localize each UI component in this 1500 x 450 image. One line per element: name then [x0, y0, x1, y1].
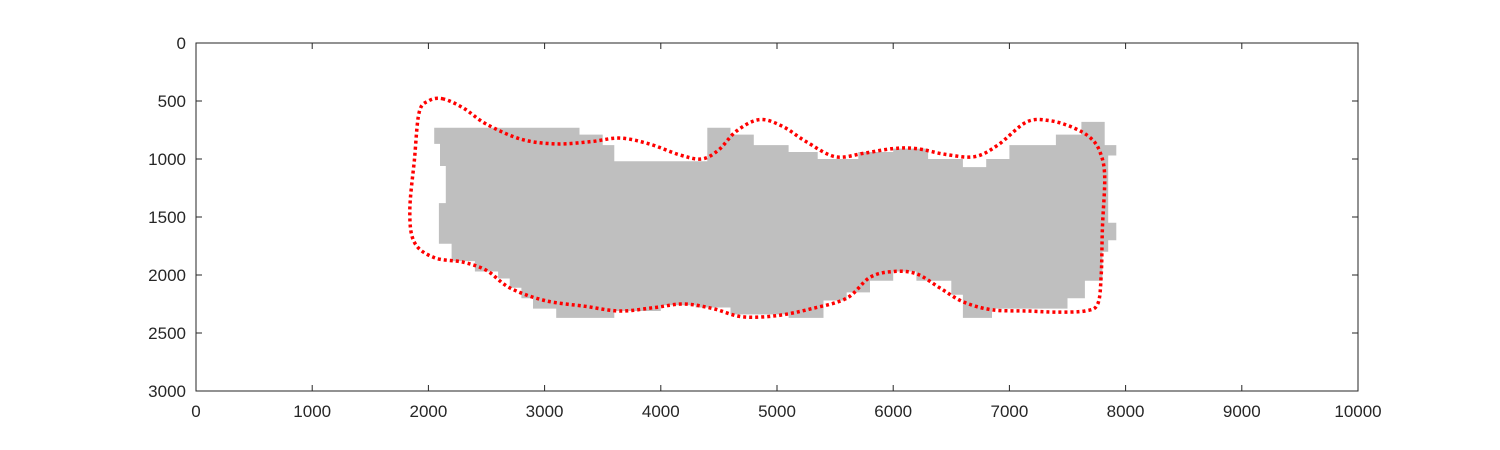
x-tick-label: 7000	[990, 402, 1028, 421]
x-tick-label: 1000	[293, 402, 331, 421]
y-tick-label: 2000	[148, 266, 186, 285]
y-tick-label: 3000	[148, 382, 186, 401]
x-tick-label: 10000	[1334, 402, 1381, 421]
x-tick-label: 0	[191, 402, 200, 421]
y-axis: 0 500 1000 1500 2000 2500 3000	[148, 34, 1358, 401]
grey-region	[434, 121, 1117, 318]
contour-line	[408, 96, 1107, 320]
x-tick-label: 8000	[1107, 402, 1145, 421]
y-tick-label: 500	[158, 92, 186, 111]
y-tick-label: 1500	[148, 208, 186, 227]
y-tick-label: 0	[177, 34, 186, 53]
y-tick-label: 2500	[148, 324, 186, 343]
x-tick-label: 9000	[1223, 402, 1261, 421]
x-tick-label: 2000	[409, 402, 447, 421]
y-tick-label: 1000	[148, 150, 186, 169]
x-tick-label: 6000	[874, 402, 912, 421]
plot-area	[195, 42, 1359, 392]
x-axis: 0 1000 2000 3000 4000 5000 6000 7000 8000 9000 100…	[191, 43, 1382, 421]
x-tick-label: 3000	[526, 402, 564, 421]
x-tick-label: 4000	[642, 402, 680, 421]
x-tick-label: 5000	[758, 402, 796, 421]
